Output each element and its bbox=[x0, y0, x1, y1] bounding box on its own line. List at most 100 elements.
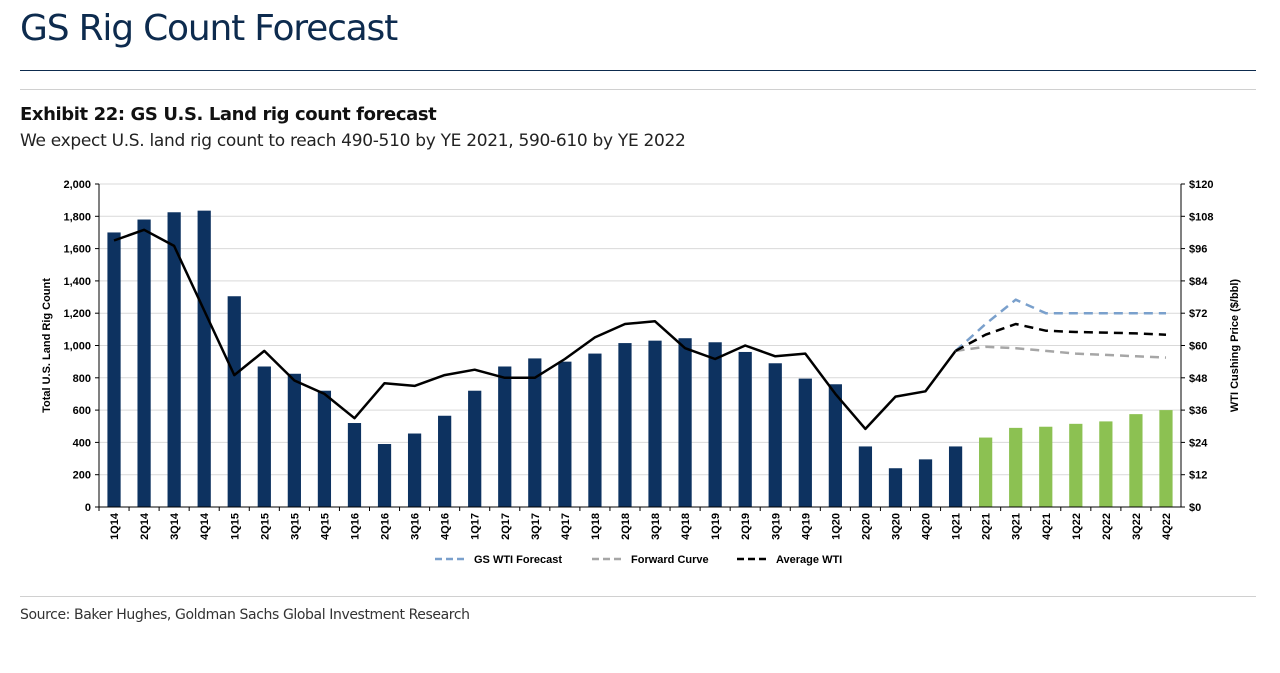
forecast-bar bbox=[979, 437, 993, 507]
rig-count-bar bbox=[828, 384, 842, 507]
forecast-bar bbox=[1099, 421, 1113, 507]
x-tick-label: 2Q16 bbox=[380, 513, 392, 540]
x-tick-label: 4Q15 bbox=[319, 513, 331, 540]
x-tick-label: 1Q20 bbox=[830, 513, 842, 540]
exhibit-title: Exhibit 22: GS U.S. Land rig count forec… bbox=[20, 104, 437, 125]
rig-count-bar bbox=[948, 446, 963, 507]
y-tick-label: 1,600 bbox=[63, 244, 91, 256]
y2-tick-label: $12 bbox=[1189, 470, 1207, 482]
axes: 0 200 400 600 800 1,000 1,200 1,400 1,600 1,800 2,… bbox=[41, 179, 1241, 540]
rig-count-bar bbox=[377, 444, 392, 507]
y2-tick-label: $84 bbox=[1189, 276, 1208, 288]
x-tick-label: 2Q22 bbox=[1101, 513, 1113, 540]
rig-count-bar bbox=[888, 468, 903, 507]
y-tick-label: 0 bbox=[85, 502, 91, 514]
x-tick-label: 3Q14 bbox=[169, 512, 181, 540]
rig-count-bar bbox=[558, 361, 572, 507]
forecast-bar bbox=[1039, 426, 1053, 507]
y2-tick-label: $72 bbox=[1189, 308, 1207, 320]
y2-tick-label: $96 bbox=[1189, 244, 1207, 256]
exhibit-subtitle: We expect U.S. land rig count to reach 4… bbox=[20, 131, 686, 151]
y2-tick-label: $120 bbox=[1189, 179, 1213, 191]
rig-count-bar bbox=[918, 459, 933, 507]
line-series bbox=[113, 228, 1167, 431]
x-tick-label: 2Q17 bbox=[500, 513, 512, 540]
x-tick-label: 4Q17 bbox=[560, 513, 572, 540]
x-tick-label: 2Q20 bbox=[860, 513, 872, 540]
rig-count-bar bbox=[648, 340, 662, 507]
average-wti-line bbox=[955, 322, 1167, 352]
y2-tick-label: $24 bbox=[1189, 437, 1208, 449]
page-title: GS Rig Count Forecast bbox=[20, 8, 398, 49]
x-tick-label: 3Q22 bbox=[1131, 513, 1143, 540]
x-tick-label: 1Q18 bbox=[590, 513, 602, 540]
rig-count-bar bbox=[347, 423, 362, 507]
y-tick-label: 600 bbox=[73, 405, 91, 417]
y-tick-label: 1,800 bbox=[63, 211, 91, 223]
gs-wti-forecast-line bbox=[954, 298, 1166, 352]
y2-tick-label: $0 bbox=[1189, 502, 1201, 514]
y-axis-title: Total U.S. Land Rig Count bbox=[41, 278, 53, 413]
rig-count-bar bbox=[227, 296, 241, 507]
x-tick-label: 1Q22 bbox=[1071, 513, 1083, 540]
y-tick-label: 200 bbox=[73, 470, 91, 482]
x-tick-label: 4Q18 bbox=[680, 513, 692, 540]
x-tick-label: 3Q21 bbox=[1011, 513, 1023, 540]
x-tick-label: 3Q20 bbox=[890, 513, 902, 540]
rig-count-bar bbox=[768, 363, 782, 507]
x-tick-label: 1Q17 bbox=[470, 513, 482, 540]
rig-count-bar bbox=[197, 210, 211, 507]
rig-count-bar bbox=[798, 378, 812, 507]
wti-actual-line bbox=[113, 228, 957, 431]
rig-count-bar bbox=[588, 353, 602, 507]
x-tick-label: 4Q19 bbox=[800, 513, 812, 540]
rig-count-bar bbox=[858, 446, 873, 507]
header-divider bbox=[20, 89, 1256, 90]
x-tick-label: 3Q16 bbox=[410, 513, 422, 540]
x-tick-label: 4Q16 bbox=[440, 513, 452, 540]
forecast-bar bbox=[1009, 427, 1023, 507]
rig-count-bar bbox=[287, 373, 301, 507]
x-tick-label: 3Q18 bbox=[650, 513, 662, 540]
forecast-bar bbox=[1159, 410, 1173, 507]
rig-count-bar bbox=[498, 366, 512, 507]
y2-tick-label: $36 bbox=[1189, 405, 1207, 417]
forecast-bar bbox=[1129, 414, 1143, 507]
source-note: Source: Baker Hughes, Goldman Sachs Glob… bbox=[20, 607, 470, 623]
rig-count-bar bbox=[618, 343, 632, 507]
x-tick-label: 2Q15 bbox=[259, 513, 271, 540]
rig-count-bar bbox=[137, 219, 151, 507]
y-tick-label: 1,400 bbox=[63, 276, 91, 288]
rig-count-bar bbox=[167, 212, 181, 507]
x-tick-label: 2Q19 bbox=[740, 513, 752, 540]
x-tick-label: 3Q17 bbox=[530, 513, 542, 540]
rig-count-bar bbox=[468, 390, 482, 507]
bar-series bbox=[107, 210, 1173, 507]
y-tick-label: 800 bbox=[73, 373, 91, 385]
rig-count-bar bbox=[317, 390, 332, 507]
x-tick-label: 3Q15 bbox=[289, 513, 301, 540]
rig-count-bar bbox=[438, 415, 452, 507]
x-tick-label: 1Q19 bbox=[710, 513, 722, 540]
y2-tick-label: $48 bbox=[1189, 373, 1207, 385]
x-tick-label: 4Q22 bbox=[1161, 513, 1173, 540]
rig-count-bar bbox=[528, 358, 542, 507]
x-tick-label: 2Q18 bbox=[620, 513, 632, 540]
y2-tick-label: $108 bbox=[1189, 211, 1213, 223]
rig-count-bar bbox=[257, 366, 271, 507]
x-tick-label: 4Q21 bbox=[1041, 513, 1053, 540]
forward-curve-line bbox=[955, 345, 1167, 359]
rig-count-bar bbox=[738, 351, 752, 507]
y2-tick-label: $60 bbox=[1189, 341, 1207, 353]
x-tick-label: 1Q15 bbox=[229, 513, 241, 540]
y-tick-label: 2,000 bbox=[63, 179, 91, 191]
x-tick-label: 4Q20 bbox=[921, 513, 933, 540]
legend-gs-wti-forecast-label: GS WTI Forecast bbox=[474, 554, 562, 566]
x-tick-label: 1Q14 bbox=[109, 512, 121, 540]
rig-count-bar bbox=[708, 342, 722, 507]
gridlines bbox=[99, 183, 1181, 508]
x-tick-label: 1Q16 bbox=[349, 513, 361, 540]
legend: GS WTI Forecast Forward Curve Average WTI bbox=[435, 554, 842, 566]
y2-axis-title: WTI Cushing Price ($/bbl) bbox=[1229, 279, 1241, 413]
forecast-bar bbox=[1069, 423, 1083, 507]
